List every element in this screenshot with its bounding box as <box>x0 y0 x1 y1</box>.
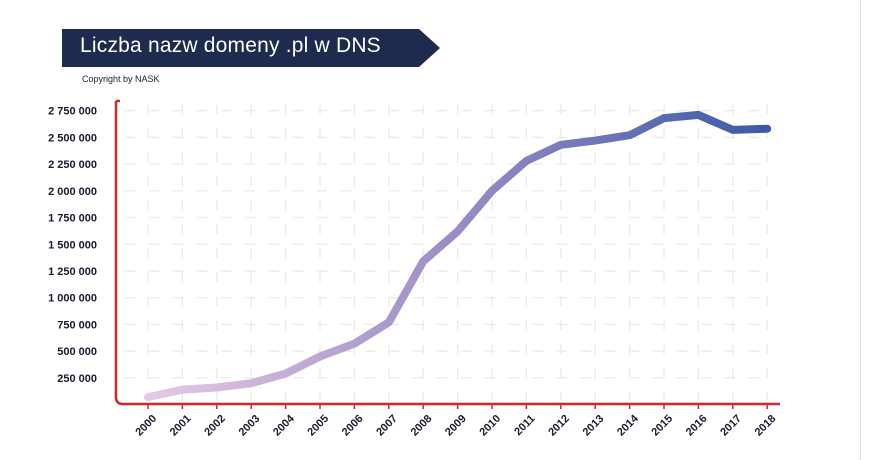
y-tick-label: 250 000 <box>57 373 97 385</box>
y-tick-label: 1 000 000 <box>48 293 97 305</box>
x-tick-label: 2012 <box>546 413 572 439</box>
chart-subtitle: Copyright by NASK <box>82 74 160 84</box>
x-tick-label: 2013 <box>581 413 607 439</box>
y-axis-ticks: 250 000 500 000 750 000 1 000 000 1 250 000 1… <box>48 106 97 385</box>
x-tick-label: 2005 <box>305 413 331 439</box>
series-layer <box>144 110 772 402</box>
x-tick-label: 2008 <box>409 413 435 439</box>
y-tick-label: 2 000 000 <box>48 186 97 198</box>
title-banner: Liczba nazw domeny .pl w DNS <box>62 29 440 67</box>
y-tick-label: 1 250 000 <box>48 266 97 278</box>
x-tick-label: 2015 <box>649 413 675 439</box>
x-tick-label: 2017 <box>718 413 744 439</box>
x-tick-label: 2002 <box>202 413 228 439</box>
x-tick-label: 2004 <box>271 412 297 438</box>
axes <box>114 99 780 409</box>
x-tick-label: 2007 <box>374 413 400 439</box>
x-tick-label: 2016 <box>684 413 710 439</box>
x-tick-label: 2010 <box>477 413 503 439</box>
x-tick-label: 2011 <box>512 413 537 438</box>
x-tick-label: 2000 <box>133 413 159 439</box>
x-tick-label: 2003 <box>237 413 263 439</box>
y-tick-label: 2 750 000 <box>48 106 97 118</box>
y-tick-label: 500 000 <box>57 346 97 358</box>
x-tick-label: 2014 <box>615 412 641 438</box>
y-tick-label: 750 000 <box>57 319 97 331</box>
series-line <box>144 110 772 402</box>
right-border <box>860 0 861 460</box>
x-tick-label: 2001 <box>168 413 194 439</box>
x-tick-label: 2018 <box>753 413 779 439</box>
grid <box>125 104 770 401</box>
y-tick-label: 1 500 000 <box>48 239 97 251</box>
x-axis-ticks: 2000 2001 2002 2003 2004 2005 2006 2007 2008 2009… <box>133 412 778 438</box>
y-tick-label: 2 500 000 <box>48 132 97 144</box>
chart-title: Liczba nazw domeny .pl w DNS <box>80 34 381 57</box>
y-tick-label: 1 750 000 <box>48 213 97 225</box>
title-banner-shape <box>62 29 440 67</box>
x-tick-label: 2006 <box>340 413 366 439</box>
y-tick-label: 2 250 000 <box>48 159 97 171</box>
axis-line <box>114 101 780 406</box>
x-tick-label: 2009 <box>443 413 469 439</box>
